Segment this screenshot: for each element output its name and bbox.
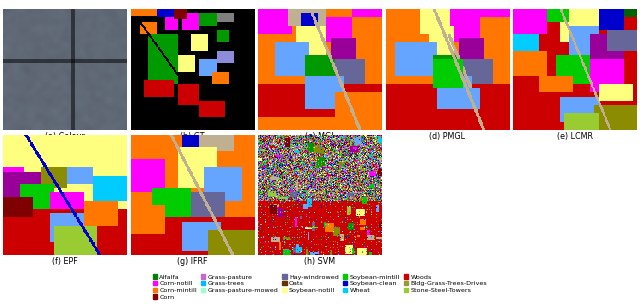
X-axis label: (h) SVM: (h) SVM — [305, 257, 335, 266]
X-axis label: (c) MGL: (c) MGL — [305, 132, 335, 141]
X-axis label: (g) IFRF: (g) IFRF — [177, 257, 208, 266]
X-axis label: (d) PMGL: (d) PMGL — [429, 132, 465, 141]
X-axis label: (b) GT: (b) GT — [180, 132, 205, 141]
X-axis label: (f) EPF: (f) EPF — [52, 257, 78, 266]
Legend: Alfalfa, Corn-notill, Corn-mintill, Corn, Grass-pasture, Grass-trees, Grass-past: Alfalfa, Corn-notill, Corn-mintill, Corn… — [152, 273, 488, 301]
X-axis label: (e) LCMR: (e) LCMR — [557, 132, 593, 141]
X-axis label: (a) Colour: (a) Colour — [45, 132, 85, 141]
